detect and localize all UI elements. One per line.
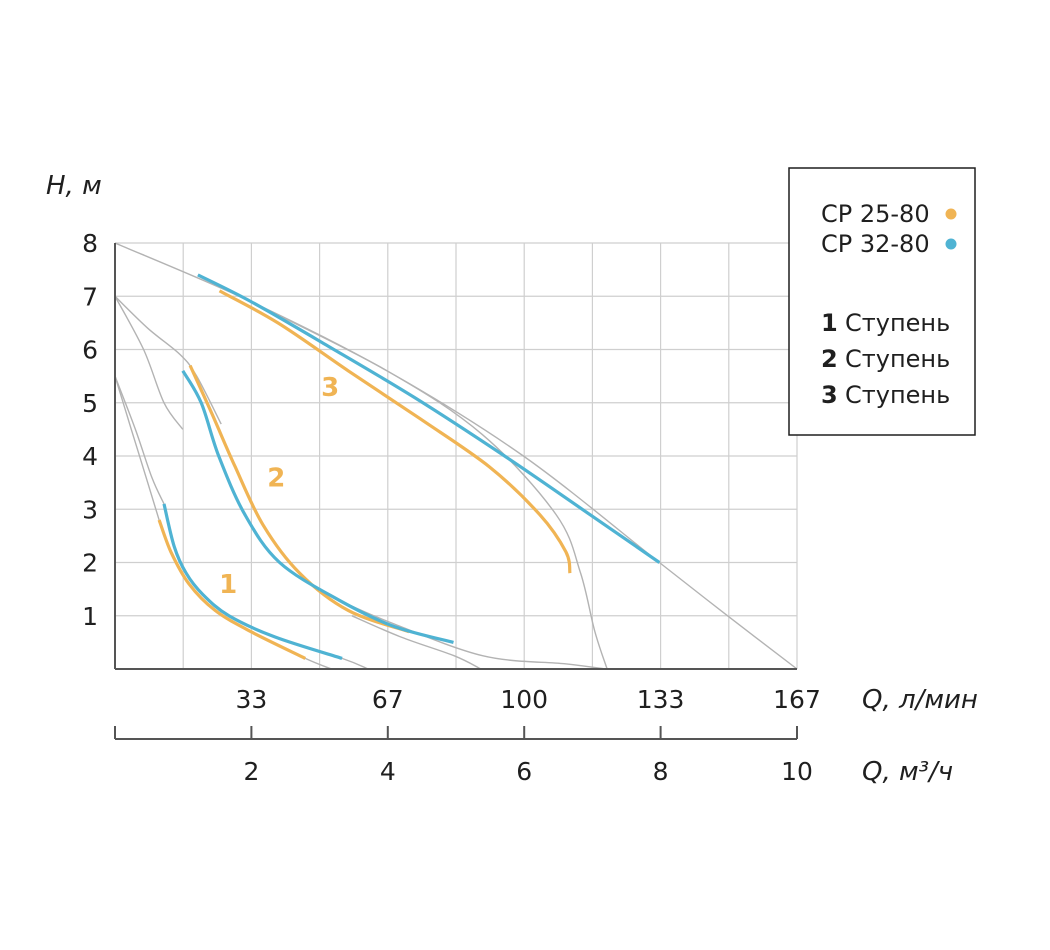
- secondary-x-tick-label: 10: [781, 757, 813, 786]
- x-tick-label: 167: [773, 685, 821, 714]
- secondary-x-tick-label: 4: [380, 757, 396, 786]
- y-tick-labels: 1 2 3 4 5 6 7 8: [82, 229, 98, 631]
- reference-curve: [114, 295, 184, 430]
- y-tick-label: 7: [82, 282, 98, 311]
- legend-stage-label: Ступень: [845, 381, 950, 409]
- stage-label: 3: [321, 373, 339, 403]
- stage-labels: 1 2 3: [219, 373, 339, 600]
- stage-label: 2: [267, 463, 285, 493]
- secondary-x-tick-label: 2: [243, 757, 259, 786]
- legend-model-dot: [945, 208, 957, 220]
- legend-stage-label: Ступень: [845, 309, 950, 337]
- legend-model-label: CP 32-80: [821, 230, 930, 258]
- secondary-x-tick-label: 6: [516, 757, 532, 786]
- reference-curve: [114, 375, 165, 505]
- series-line: [157, 519, 307, 660]
- series-line: [197, 273, 661, 564]
- series-line: [181, 369, 454, 644]
- reference-curve: [114, 375, 160, 521]
- y-tick-label: 5: [82, 389, 98, 418]
- secondary-x-axis: 2 4 6 8 10: [114, 726, 813, 786]
- x-tick-labels: 33 67 100 133 167: [235, 685, 820, 714]
- series-line: [162, 503, 343, 660]
- legend-stage-number: 3: [821, 381, 838, 409]
- series-line: [218, 289, 572, 574]
- legend-stage-number: 1: [821, 309, 838, 337]
- reference-curve: [337, 599, 606, 670]
- x-tick-label: 67: [372, 685, 404, 714]
- y-tick-label: 1: [82, 602, 98, 631]
- y-tick-label: 8: [82, 229, 98, 258]
- x-axis-title: Q, л/мин: [862, 685, 978, 715]
- secondary-x-tick-label: 8: [653, 757, 669, 786]
- reference-curve: [351, 615, 482, 670]
- x-tick-label: 133: [637, 685, 685, 714]
- series-lines: [157, 273, 661, 660]
- y-axis-title: H, м: [46, 171, 102, 201]
- legend-model-label: CP 25-80: [821, 200, 930, 228]
- legend-model-dot: [945, 238, 957, 250]
- legend-box: [788, 167, 976, 436]
- y-tick-label: 2: [82, 549, 98, 578]
- legend-stage-label: Ступень: [845, 345, 950, 373]
- stage-label: 1: [219, 570, 237, 600]
- x-tick-label: 33: [235, 685, 267, 714]
- series-line: [188, 364, 410, 634]
- y-tick-label: 4: [82, 442, 98, 471]
- secondary-x-axis-title: Q, м³/ч: [862, 757, 953, 787]
- y-tick-label: 3: [82, 495, 98, 524]
- axes: [114, 243, 797, 670]
- legend-stage-number: 2: [821, 345, 838, 373]
- reference-curve: [114, 295, 222, 425]
- y-tick-label: 6: [82, 336, 98, 365]
- x-tick-label: 100: [500, 685, 548, 714]
